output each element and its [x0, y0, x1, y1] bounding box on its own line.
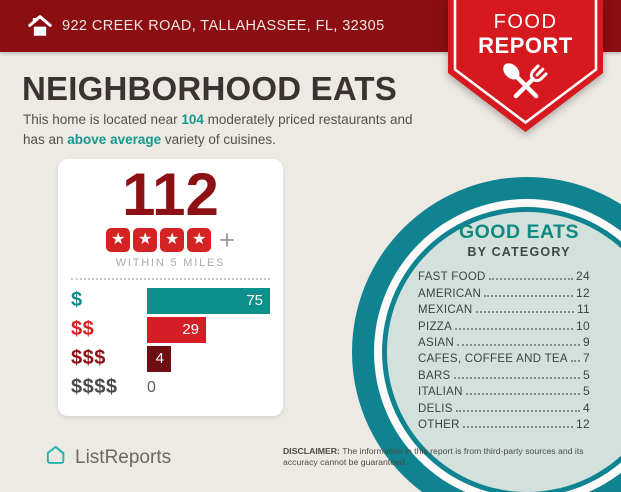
intro-post: variety of cuisines. — [161, 131, 276, 147]
good-eats-subtitle: BY CATEGORY — [467, 245, 571, 259]
brand-name: ListReports — [75, 447, 172, 468]
price-bar-value: 75 — [246, 292, 263, 309]
badge-title-line2: REPORT — [478, 33, 573, 58]
crossed-spoon-fork-icon — [497, 57, 555, 120]
category-count: 24 — [576, 269, 590, 284]
good-eats-circle — [387, 212, 621, 492]
category-name: ITALIAN — [418, 386, 463, 399]
disclaimer-line2: accuracy cannot be guaranteed. — [283, 457, 408, 467]
good-eats-header: GOOD EATS BY CATEGORY — [409, 221, 621, 259]
star-rating: ★ ★ ★ ★ + — [58, 225, 283, 255]
category-name: DELIS — [418, 402, 453, 415]
category-count: 7 — [583, 351, 590, 366]
dotted-leader — [488, 278, 574, 281]
intro-pre: This home is located near — [23, 112, 182, 127]
dotted-leader — [453, 376, 581, 379]
price-bar-value: 29 — [182, 321, 199, 338]
price-bar-row: $$$ 4 — [58, 344, 283, 373]
house-icon — [27, 13, 53, 39]
good-eats-title: GOOD EATS — [458, 221, 580, 243]
category-list: FAST FOOD 24 AMERICAN 12 MEXICAN 11 PIZZA 10 ASI… — [418, 267, 590, 431]
dotted-leader — [457, 343, 581, 346]
price-bar: 4 — [147, 345, 171, 372]
category-row: OTHER 12 — [418, 415, 590, 431]
price-bar-chart: $75 $$ 29 $$$ 4 $$$$ 0 — [58, 286, 283, 402]
page-title: NEIGHBORHOOD EATS — [22, 70, 397, 107]
ribbon-shape — [448, 0, 603, 132]
category-count: 11 — [576, 302, 590, 317]
disclaimer-line1: The information in this report is from t… — [339, 446, 584, 456]
variety-highlight: above average — [67, 131, 162, 147]
badge-title-line1: FOOD — [493, 11, 558, 33]
category-name: CAFES, COFFEE AND TEA — [418, 353, 568, 366]
dotted-leader — [465, 393, 581, 396]
stat-card: 112 ★ ★ ★ ★ + WITHIN 5 MILES $75 $$ 29 $$$ 4 $$$$… — [58, 159, 283, 416]
category-count: 5 — [583, 384, 590, 399]
category-row: DELIS 4 — [418, 398, 590, 415]
category-row: AMERICAN 12 — [418, 283, 590, 300]
category-count: 5 — [583, 367, 590, 382]
category-name: BARS — [418, 369, 451, 382]
intro-text: This home is located near 104 moderately… — [23, 110, 473, 149]
category-name: FAST FOOD — [418, 271, 486, 284]
category-row: PIZZA 10 — [418, 316, 590, 333]
price-bar-row: $$$$ 0 — [58, 373, 283, 402]
dotted-leader — [484, 294, 574, 297]
category-count: 9 — [583, 334, 590, 349]
price-bar-row: $$ 29 — [58, 315, 283, 344]
star-icon: ★ — [133, 228, 158, 252]
category-count: 10 — [576, 318, 590, 333]
restaurant-count-highlight: 104 — [181, 112, 204, 127]
address-text: 922 CREEK ROAD, TALLAHASSEE, FL, 32305 — [62, 18, 385, 34]
dotted-leader — [570, 360, 581, 363]
dotted-leader — [462, 425, 574, 428]
food-report-badge: FOOD REPORT — [448, 0, 603, 142]
category-row: BARS 5 — [418, 365, 590, 382]
disclaimer-label: DISCLAIMER: — [283, 446, 340, 456]
category-name: PIZZA — [418, 320, 453, 333]
brand-logo: ListReports — [44, 444, 171, 472]
category-name: OTHER — [418, 418, 460, 431]
star-icon: ★ — [160, 228, 185, 252]
price-bar-row: $75 — [58, 286, 283, 315]
price-bar: 29 — [147, 316, 206, 343]
category-row: MEXICAN 11 — [418, 300, 590, 316]
disclaimer: DISCLAIMER: The information in this repo… — [283, 446, 613, 468]
category-count: 12 — [576, 416, 590, 431]
category-name: AMERICAN — [418, 287, 482, 300]
category-row: CAFES, COFFEE AND TEA 7 — [418, 349, 590, 365]
category-row: ITALIAN 5 — [418, 382, 590, 398]
price-label: $$$$ — [71, 376, 118, 398]
star-icon: ★ — [187, 228, 212, 252]
house-fold-logo-icon — [44, 444, 67, 472]
price-bar-zero-value: 0 — [147, 378, 156, 396]
intro-mid2: has an — [23, 131, 68, 147]
intro-mid1: moderately priced restaurants and — [203, 112, 413, 127]
category-count: 12 — [576, 285, 590, 300]
card-divider — [71, 278, 270, 280]
price-label: $$ — [71, 318, 95, 340]
star-icon: ★ — [106, 228, 131, 252]
dotted-leader — [475, 311, 574, 314]
price-bar: 75 — [147, 287, 270, 314]
category-name: MEXICAN — [418, 304, 473, 317]
price-label: $ — [71, 289, 83, 311]
category-row: FAST FOOD 24 — [418, 267, 590, 283]
radius-caption: WITHIN 5 MILES — [115, 257, 226, 269]
category-name: ASIAN — [418, 336, 455, 349]
category-count: 4 — [583, 400, 590, 415]
price-bar-value: 4 — [155, 350, 164, 367]
category-row: ASIAN 9 — [418, 333, 590, 349]
plus-icon: + — [219, 225, 235, 255]
dotted-leader — [455, 327, 574, 330]
dotted-leader — [455, 409, 581, 412]
restaurant-count: 112 — [122, 161, 219, 228]
price-label: $$$ — [71, 347, 106, 369]
